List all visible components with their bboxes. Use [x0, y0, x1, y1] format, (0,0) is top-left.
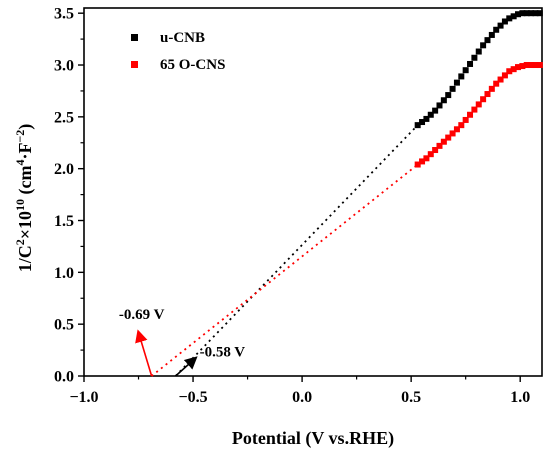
data-point [488, 31, 495, 38]
data-point [467, 111, 474, 118]
data-point [528, 62, 535, 69]
data-point [471, 106, 478, 113]
legend-marker-65-o-cns [131, 61, 138, 68]
annotation-arrow [175, 356, 198, 377]
data-point [445, 92, 452, 99]
data-point [423, 155, 430, 162]
data-point [523, 62, 530, 69]
data-point [528, 10, 535, 17]
y-tick-label: 1.0 [54, 265, 74, 282]
data-points [414, 10, 543, 168]
data-point [480, 42, 487, 49]
fit-lines [151, 124, 419, 377]
data-point [506, 68, 513, 75]
y-tick-label: 2.0 [54, 161, 74, 178]
data-point [471, 54, 478, 61]
data-point [427, 111, 434, 118]
data-point [419, 158, 426, 165]
y-tick-label: 2.5 [54, 109, 74, 126]
data-point [501, 72, 508, 79]
plot-area [83, 7, 543, 377]
data-point [414, 122, 421, 129]
x-tick-label: −0.5 [178, 389, 207, 406]
data-point [497, 76, 504, 83]
legend-label-u-cnb: u-CNB [160, 30, 205, 46]
x-tick-label: −1.0 [69, 389, 98, 406]
legend: u-CNB 65 O-CNS [131, 30, 225, 73]
data-point [493, 80, 500, 87]
data-point [432, 107, 439, 114]
y-tick-label: 3.5 [54, 6, 74, 23]
data-point [414, 161, 421, 168]
data-point [453, 126, 460, 133]
data-point [458, 122, 465, 129]
data-point [519, 10, 526, 17]
axis-ticks: −1.0 −0.5 0.0 0.5 1.0 0.0 0.5 1.0 1.5 2.0 2.5 3.0 3.… [54, 6, 530, 406]
annotation-arrow [135, 329, 153, 377]
data-point [484, 37, 491, 44]
x-tick-label: 1.0 [510, 389, 530, 406]
y-tick-label: 0.5 [54, 317, 74, 334]
x-axis-label: Potential (V vs.RHE) [232, 428, 394, 449]
data-point [532, 10, 539, 17]
data-point [449, 85, 456, 92]
data-point [484, 91, 491, 98]
data-point [519, 63, 526, 70]
data-point [440, 97, 447, 104]
annotations: -0.69 V -0.58 V [119, 307, 246, 377]
data-point [480, 96, 487, 103]
data-point [436, 102, 443, 109]
y-axis-label: 1/C2×1010 (cm4·F−2) [13, 124, 36, 273]
fit-line [151, 163, 419, 377]
legend-label-65-o-cns: 65 O-CNS [160, 57, 225, 73]
x-tick-label: 0.5 [401, 389, 421, 406]
data-point [497, 22, 504, 29]
data-point [515, 11, 522, 18]
data-point [445, 134, 452, 141]
y-tick-label: 1.5 [54, 213, 74, 230]
data-point [515, 64, 522, 71]
data-point [453, 79, 460, 86]
data-point [501, 18, 508, 25]
annotation-label: -0.69 V [119, 307, 165, 323]
data-point [475, 48, 482, 55]
data-point [475, 101, 482, 108]
data-point [462, 116, 469, 123]
data-point [427, 151, 434, 158]
data-point [523, 10, 530, 17]
legend-marker-u-cnb [131, 34, 138, 41]
data-point [510, 66, 517, 73]
data-point [536, 10, 543, 17]
data-point [449, 130, 456, 137]
data-point [506, 15, 513, 22]
annotation-label: -0.58 V [200, 344, 246, 360]
data-point [423, 115, 430, 122]
data-point [536, 62, 543, 69]
y-tick-label: 0.0 [54, 369, 74, 386]
x-tick-label: 0.0 [292, 389, 312, 406]
data-point [467, 60, 474, 67]
fit-line [174, 124, 419, 377]
y-tick-label: 3.0 [54, 58, 74, 75]
data-point [436, 142, 443, 149]
data-point [458, 73, 465, 80]
data-point [493, 26, 500, 33]
data-point [510, 13, 517, 20]
data-point [532, 62, 539, 69]
data-point [440, 138, 447, 145]
data-point [488, 85, 495, 92]
data-point [432, 147, 439, 154]
data-point [419, 119, 426, 126]
data-point [462, 67, 469, 74]
